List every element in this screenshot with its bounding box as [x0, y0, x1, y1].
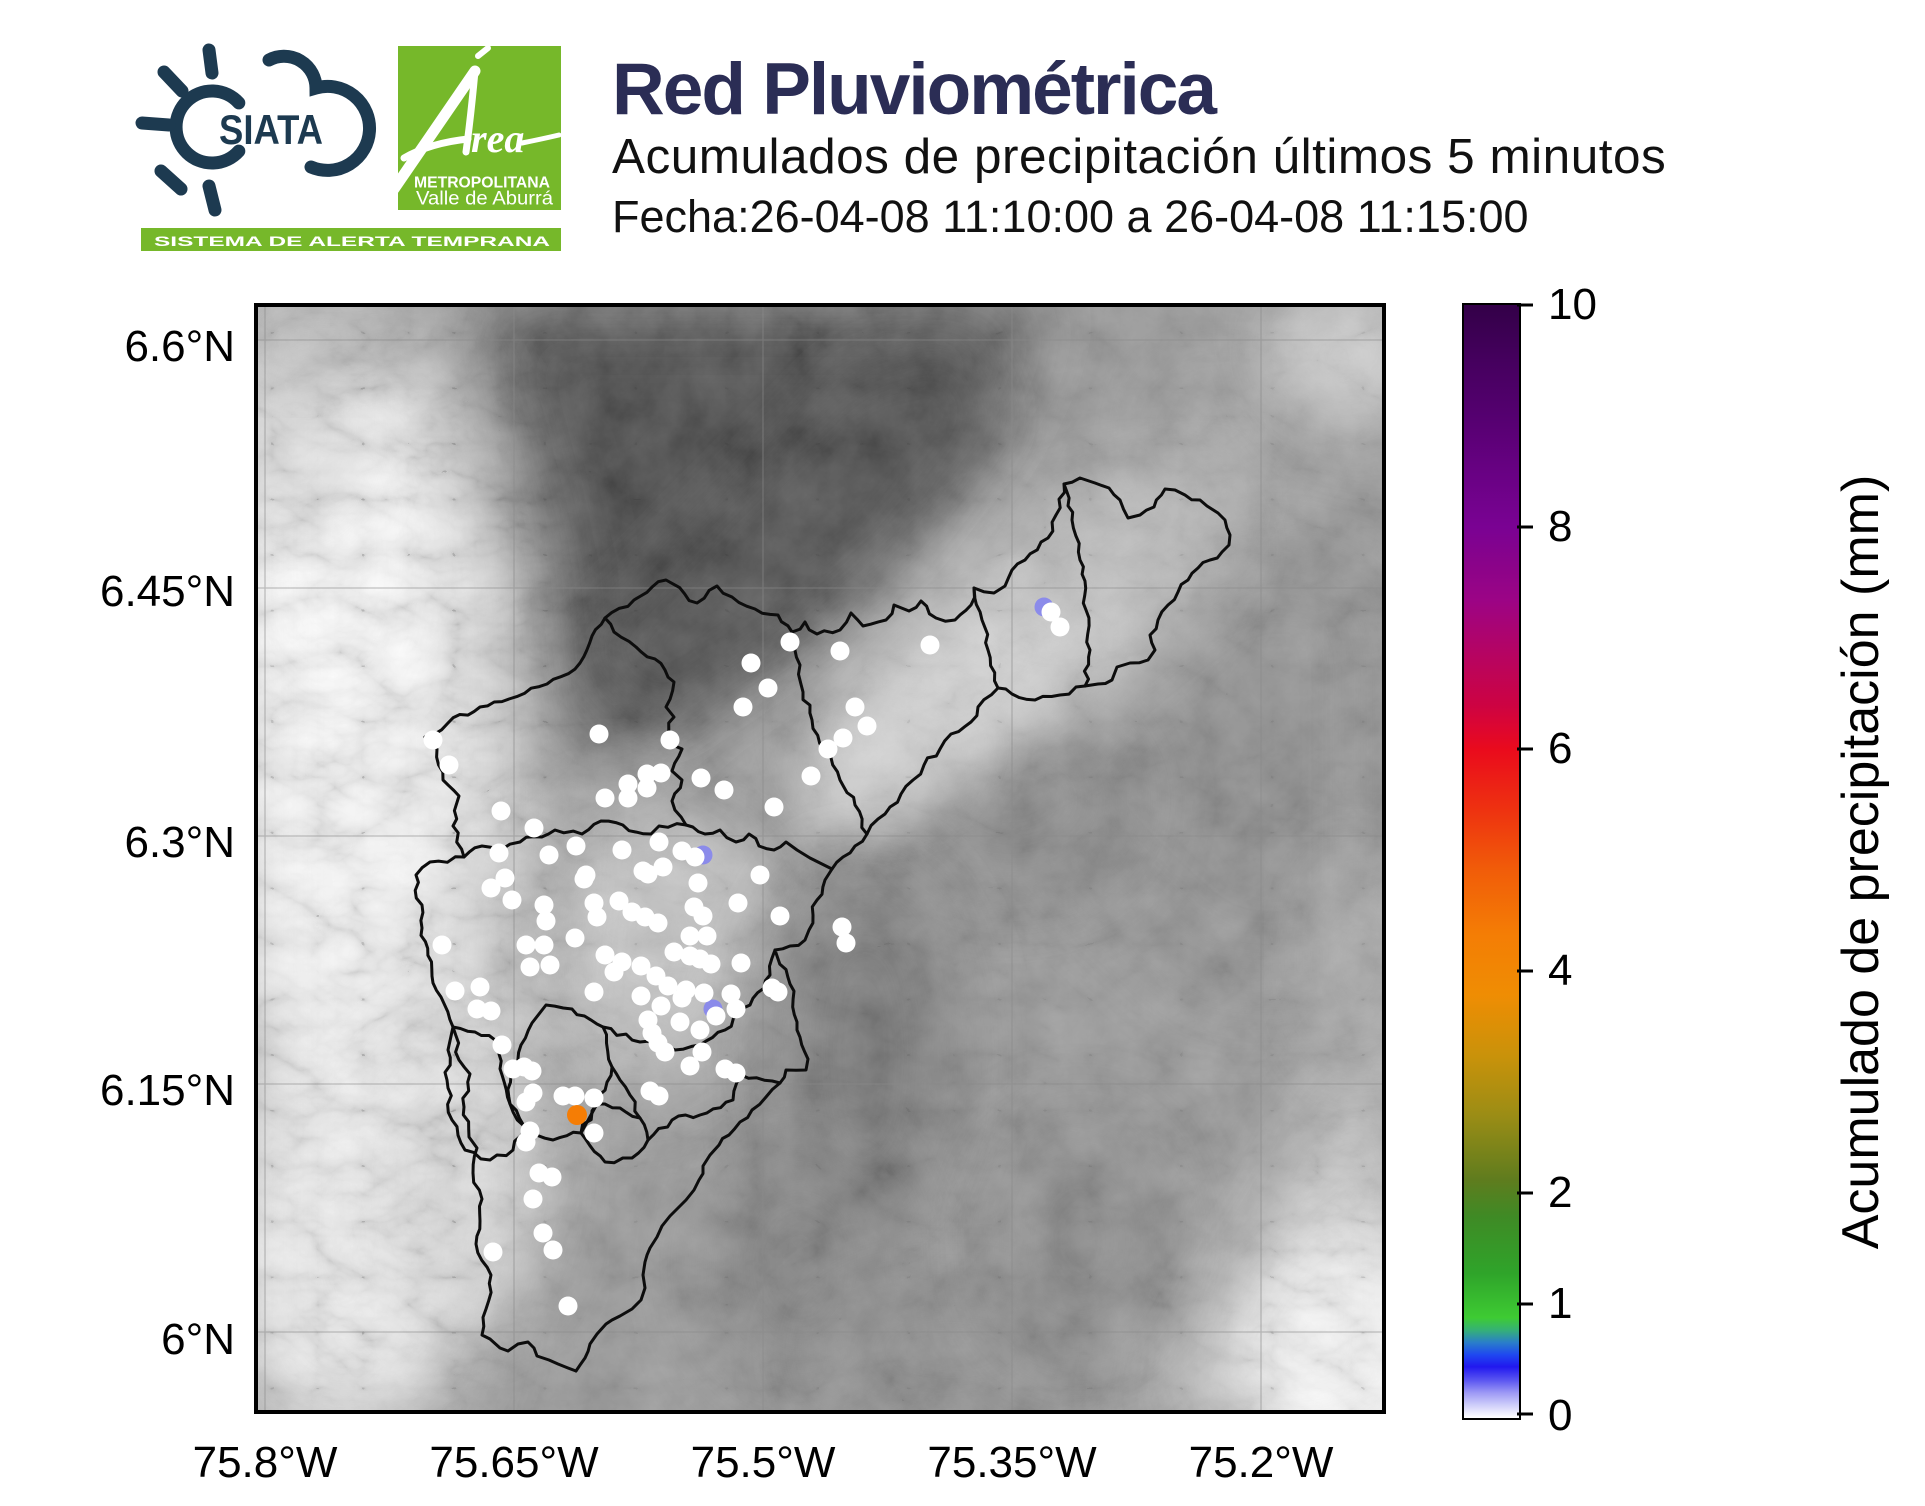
svg-text:SIATA: SIATA	[219, 106, 323, 153]
svg-text:SISTEMA DE ALERTA TEMPRANA: SISTEMA DE ALERTA TEMPRANA	[154, 234, 550, 249]
svg-text:METROPOLITANA: METROPOLITANA	[414, 175, 550, 192]
svg-text:rea: rea	[471, 116, 524, 161]
svg-text:Valle de Aburrá: Valle de Aburrá	[416, 189, 553, 210]
